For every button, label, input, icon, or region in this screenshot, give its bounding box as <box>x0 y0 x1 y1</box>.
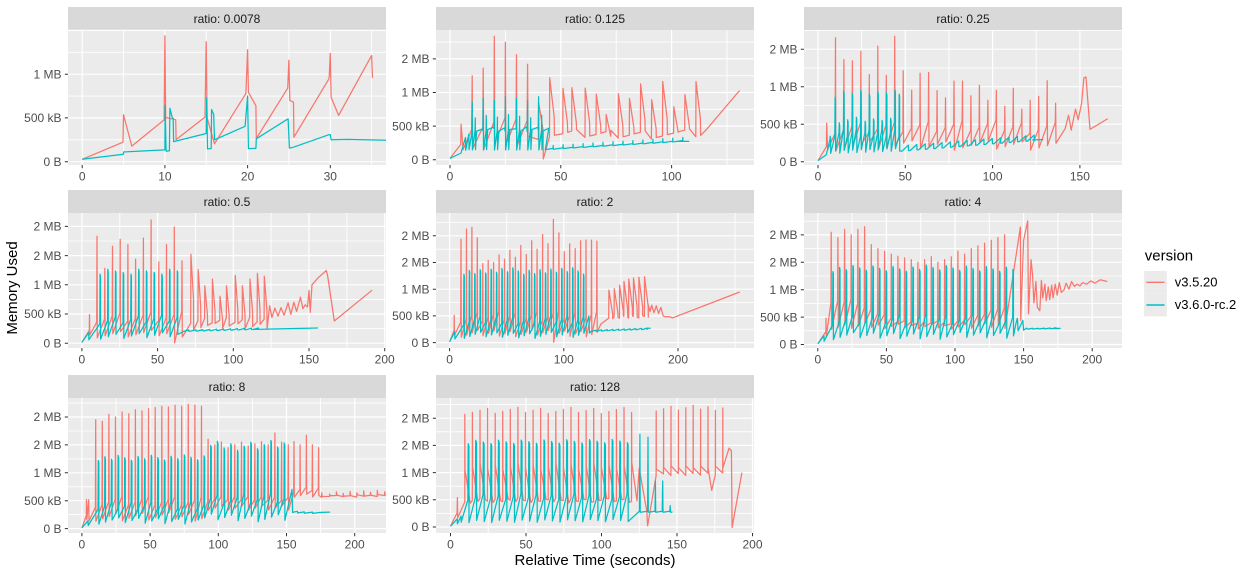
svg-text:500 kB: 500 kB <box>760 117 797 131</box>
svg-text:2 MB: 2 MB <box>401 229 429 243</box>
svg-text:Relative Time (seconds): Relative Time (seconds) <box>515 552 676 569</box>
svg-text:0 B: 0 B <box>411 520 429 534</box>
svg-text:ratio: 0.5: ratio: 0.5 <box>204 195 251 209</box>
svg-text:v3.6.0-rc.2: v3.6.0-rc.2 <box>1175 297 1236 312</box>
svg-text:150: 150 <box>667 538 687 552</box>
svg-text:50: 50 <box>554 170 568 184</box>
svg-text:100: 100 <box>983 170 1003 184</box>
svg-text:500 kB: 500 kB <box>392 493 429 507</box>
svg-text:50: 50 <box>519 538 533 552</box>
svg-text:50: 50 <box>899 170 913 184</box>
svg-text:200: 200 <box>345 538 365 552</box>
svg-text:100: 100 <box>223 353 243 367</box>
svg-text:0: 0 <box>79 170 86 184</box>
svg-text:0: 0 <box>79 353 86 367</box>
svg-text:200: 200 <box>375 353 395 367</box>
svg-text:30: 30 <box>324 170 338 184</box>
svg-text:0 B: 0 B <box>411 336 429 350</box>
svg-text:ratio: 8: ratio: 8 <box>209 380 246 394</box>
svg-text:1 MB: 1 MB <box>769 80 797 94</box>
svg-text:0 B: 0 B <box>43 522 61 536</box>
svg-text:50: 50 <box>880 353 894 367</box>
svg-text:2 MB: 2 MB <box>769 228 797 242</box>
svg-text:0: 0 <box>79 538 86 552</box>
svg-text:2 MB: 2 MB <box>401 52 429 66</box>
svg-text:50: 50 <box>151 353 165 367</box>
svg-text:0 B: 0 B <box>779 338 797 352</box>
svg-text:100: 100 <box>662 170 682 184</box>
svg-text:200: 200 <box>668 353 688 367</box>
svg-text:2 MB: 2 MB <box>33 410 61 424</box>
svg-text:v3.5.20: v3.5.20 <box>1175 275 1218 290</box>
svg-text:2 MB: 2 MB <box>33 249 61 263</box>
svg-text:500 kB: 500 kB <box>760 310 797 324</box>
svg-text:200: 200 <box>742 538 762 552</box>
svg-text:0 B: 0 B <box>411 153 429 167</box>
svg-text:version: version <box>1145 248 1193 265</box>
svg-text:Memory Used: Memory Used <box>4 241 21 334</box>
svg-text:ratio: 0.0078: ratio: 0.0078 <box>194 12 261 26</box>
svg-text:1 MB: 1 MB <box>33 466 61 480</box>
svg-text:500 kB: 500 kB <box>24 111 61 125</box>
svg-text:1 MB: 1 MB <box>401 466 429 480</box>
svg-text:150: 150 <box>276 538 296 552</box>
svg-text:100: 100 <box>208 538 228 552</box>
svg-text:500 kB: 500 kB <box>392 309 429 323</box>
svg-text:500 kB: 500 kB <box>24 494 61 508</box>
svg-text:0 B: 0 B <box>779 155 797 169</box>
svg-text:ratio: 0.25: ratio: 0.25 <box>936 12 990 26</box>
svg-text:2 MB: 2 MB <box>769 42 797 56</box>
svg-text:0: 0 <box>446 353 453 367</box>
svg-text:0: 0 <box>447 538 454 552</box>
svg-text:200: 200 <box>1082 353 1102 367</box>
svg-text:2 MB: 2 MB <box>401 439 429 453</box>
svg-text:150: 150 <box>1070 170 1090 184</box>
svg-text:50: 50 <box>143 538 157 552</box>
svg-text:ratio: 2: ratio: 2 <box>577 195 614 209</box>
svg-text:ratio: 0.125: ratio: 0.125 <box>565 12 625 26</box>
svg-text:2 MB: 2 MB <box>401 411 429 425</box>
svg-text:10: 10 <box>158 170 172 184</box>
svg-text:0: 0 <box>815 170 822 184</box>
svg-text:150: 150 <box>299 353 319 367</box>
svg-text:2 MB: 2 MB <box>33 438 61 452</box>
svg-text:2 MB: 2 MB <box>33 220 61 234</box>
svg-text:1 MB: 1 MB <box>33 278 61 292</box>
svg-text:1 MB: 1 MB <box>769 283 797 297</box>
svg-text:0 B: 0 B <box>43 336 61 350</box>
svg-text:500 kB: 500 kB <box>24 307 61 321</box>
svg-text:2 MB: 2 MB <box>401 256 429 270</box>
svg-text:ratio: 4: ratio: 4 <box>945 195 982 209</box>
svg-text:1 MB: 1 MB <box>401 282 429 296</box>
svg-text:500 kB: 500 kB <box>392 119 429 133</box>
svg-text:0: 0 <box>447 170 454 184</box>
svg-text:0: 0 <box>814 353 821 367</box>
svg-text:100: 100 <box>554 353 574 367</box>
svg-text:2 MB: 2 MB <box>769 256 797 270</box>
svg-text:ratio: 128: ratio: 128 <box>570 380 620 394</box>
svg-text:20: 20 <box>241 170 255 184</box>
svg-text:1 MB: 1 MB <box>401 86 429 100</box>
svg-text:100: 100 <box>591 538 611 552</box>
svg-text:150: 150 <box>1014 353 1034 367</box>
svg-text:100: 100 <box>945 353 965 367</box>
svg-text:0 B: 0 B <box>43 155 61 169</box>
svg-text:1 MB: 1 MB <box>33 67 61 81</box>
